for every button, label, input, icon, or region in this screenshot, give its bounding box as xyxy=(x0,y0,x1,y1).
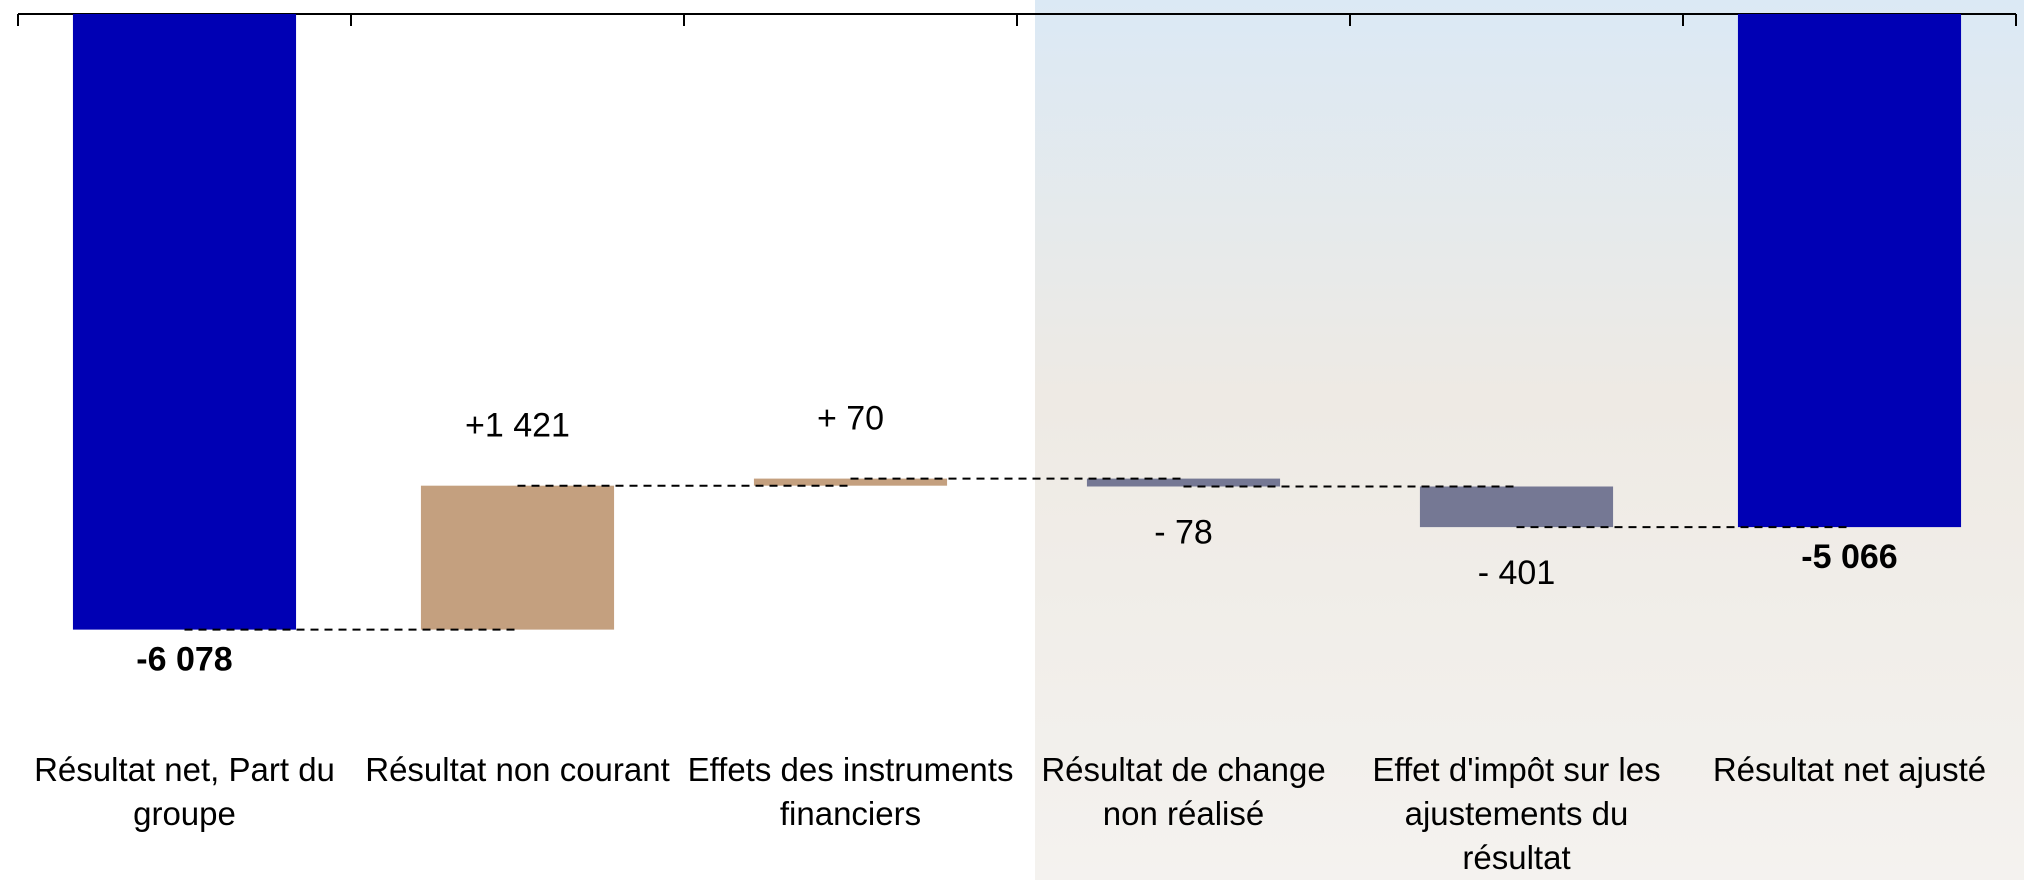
value-label: -6 078 xyxy=(136,641,232,679)
category-label: Résultat net ajusté xyxy=(1712,751,1987,788)
category-label: Résultat de change non réalisé xyxy=(1041,751,1326,832)
bar xyxy=(420,485,615,630)
value-label: +1 421 xyxy=(465,407,570,445)
bar xyxy=(1419,486,1614,528)
value-label: -5 066 xyxy=(1801,538,1897,576)
bar xyxy=(72,14,297,630)
category-label: Effet d'impôt sur les ajustements du rés… xyxy=(1372,751,1661,876)
value-label: - 401 xyxy=(1478,554,1556,592)
category-label: Résultat net, Part du groupe xyxy=(34,751,335,832)
value-label: - 78 xyxy=(1154,513,1213,551)
bar xyxy=(1737,14,1962,528)
bar xyxy=(753,478,948,486)
category-label: Effets des instruments financiers xyxy=(687,751,1014,832)
category-label: Résultat non courant xyxy=(365,751,670,788)
bar xyxy=(1086,478,1281,487)
value-label: + 70 xyxy=(817,400,884,438)
